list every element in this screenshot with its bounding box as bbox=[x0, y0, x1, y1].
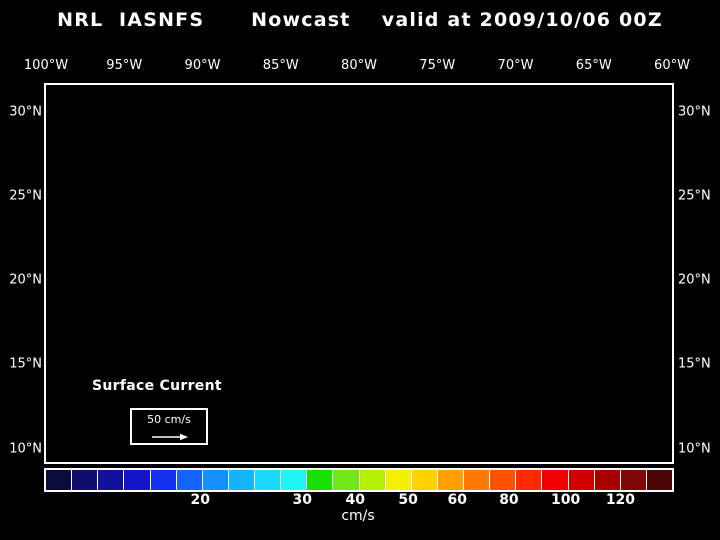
longitude-tick-label: 95°W bbox=[106, 58, 143, 73]
colorbar-cell bbox=[281, 470, 308, 490]
colorbar-cell bbox=[176, 470, 203, 490]
latitude-tick-label: 15°N bbox=[678, 356, 711, 372]
latitude-tick-label: 25°N bbox=[678, 188, 711, 204]
colorbar-tick-label: 20 bbox=[190, 492, 210, 508]
latitude-tick-label: 10°N bbox=[678, 441, 711, 457]
colorbar-cell bbox=[359, 470, 386, 490]
colorbar-cell bbox=[307, 470, 334, 490]
longitude-axis: 100°W 95°W 90°W 85°W 80°W 75°W 70°W 65°W 60°W bbox=[24, 58, 690, 76]
colorbar-cell bbox=[98, 470, 125, 490]
colorbar-cell bbox=[568, 470, 595, 490]
colorbar-tick-label: 40 bbox=[345, 492, 365, 508]
colorbar-unit-label: cm/s bbox=[0, 508, 720, 524]
right-arrow-icon bbox=[152, 433, 188, 441]
colorbar-cell bbox=[202, 470, 229, 490]
colorbar-cell bbox=[464, 470, 491, 490]
surface-current-label: Surface Current bbox=[92, 378, 222, 394]
colorbar-tick-label: 30 bbox=[292, 492, 313, 508]
latitude-axis-right: 30°N 25°N 20°N 15°N 10°N bbox=[676, 85, 720, 462]
figure-title: NRL IASNFS Nowcast valid at 2009/10/06 0… bbox=[57, 9, 663, 31]
colorbar-tick-label: 100 bbox=[551, 492, 581, 508]
latitude-tick-label: 10°N bbox=[9, 441, 42, 457]
colorbar-cell bbox=[72, 470, 99, 490]
colorbar-cell bbox=[150, 470, 177, 490]
colorbar-tick-label: 80 bbox=[499, 492, 519, 508]
colorbar-cell bbox=[255, 470, 282, 490]
latitude-tick-label: 15°N bbox=[9, 356, 42, 372]
latitude-axis-left: 30°N 25°N 20°N 15°N 10°N bbox=[0, 85, 44, 462]
colorbar-cell bbox=[646, 470, 672, 490]
colorbar-cell bbox=[411, 470, 438, 490]
longitude-tick-label: 100°W bbox=[23, 58, 69, 73]
colorbar-cell bbox=[333, 470, 360, 490]
colorbar-cell bbox=[437, 470, 464, 490]
colorbar-tick-label: 60 bbox=[447, 492, 468, 508]
colorbar-cell bbox=[46, 470, 73, 490]
latitude-tick-label: 25°N bbox=[9, 188, 42, 204]
colorbar-cell bbox=[124, 470, 151, 490]
longitude-tick-label: 90°W bbox=[184, 58, 221, 73]
colorbar-cell bbox=[385, 470, 412, 490]
latitude-tick-label: 30°N bbox=[678, 104, 711, 120]
longitude-tick-label: 70°W bbox=[497, 58, 534, 73]
longitude-tick-label: 85°W bbox=[262, 58, 299, 73]
latitude-tick-label: 20°N bbox=[9, 272, 42, 288]
colorbar-cell bbox=[228, 470, 255, 490]
colorbar-cell bbox=[594, 470, 621, 490]
colorbar-cell bbox=[620, 470, 647, 490]
vector-scale-box: 50 cm/s bbox=[130, 408, 208, 445]
longitude-tick-label: 80°W bbox=[341, 58, 377, 73]
longitude-tick-label: 75°W bbox=[419, 58, 456, 73]
colorbar-cell bbox=[490, 470, 517, 490]
colorbar-unit-text: cm/s bbox=[341, 508, 375, 524]
vector-scale-label: 50 cm/s bbox=[147, 413, 191, 426]
longitude-tick-label: 60°W bbox=[654, 58, 690, 73]
colorbar-tick-labels: 20 30 40 50 60 80 100 120 bbox=[44, 492, 674, 510]
latitude-tick-label: 20°N bbox=[678, 272, 711, 288]
latitude-tick-label: 30°N bbox=[9, 104, 42, 120]
colorbar-tick-label: 50 bbox=[398, 492, 418, 508]
colorbar-cell bbox=[516, 470, 543, 490]
colorbar-cell bbox=[542, 470, 569, 490]
longitude-tick-label: 65°W bbox=[575, 58, 612, 73]
map-frame-border bbox=[44, 83, 674, 464]
colorbar-tick-label: 120 bbox=[605, 492, 636, 508]
colorbar bbox=[44, 468, 674, 492]
